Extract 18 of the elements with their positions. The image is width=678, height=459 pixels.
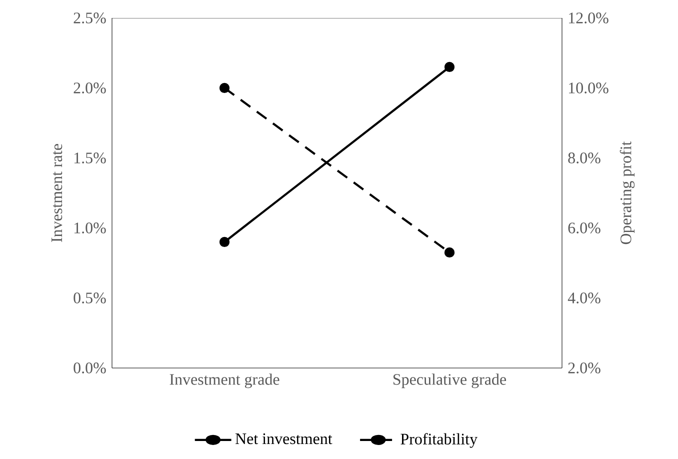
y-tick-label: 0.5%: [74, 292, 106, 304]
y2-tick-label: 6.0%: [568, 222, 600, 234]
legend-label: Profitability: [400, 433, 478, 448]
y2-tick-label: 10.0%: [569, 82, 608, 94]
y-axis-title: Investment rate: [52, 144, 62, 242]
legend-label: Net investment: [235, 433, 332, 444]
y-tick-label: 2.0%: [74, 82, 106, 94]
y-tick-label: 1.0%: [74, 222, 106, 234]
y2-tick-label: 2.0%: [568, 362, 600, 374]
y2-axis-title: Operating profit: [620, 141, 635, 244]
x-tick-label: Speculative grade: [393, 374, 506, 388]
y2-tick-label: 8.0%: [568, 152, 600, 164]
y2-tick-label: 12.0%: [569, 12, 608, 24]
y2-tick-label: 4.0%: [568, 292, 600, 304]
x-tick-label: Investment grade: [170, 374, 280, 388]
y-tick-label: 1.5%: [74, 152, 106, 164]
y-tick-label: 2.5%: [74, 12, 106, 24]
y-tick-label: 0.0%: [74, 362, 106, 374]
